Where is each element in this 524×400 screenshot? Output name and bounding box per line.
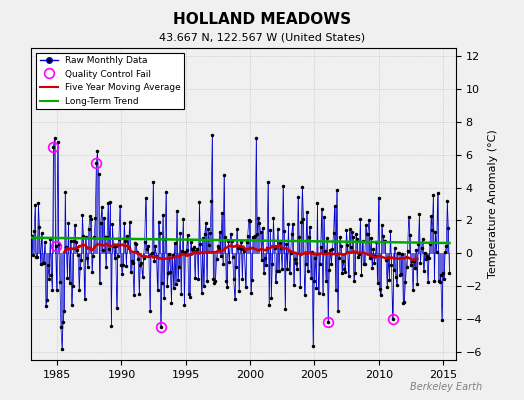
Text: Berkeley Earth: Berkeley Earth bbox=[410, 382, 482, 392]
Y-axis label: Temperature Anomaly (°C): Temperature Anomaly (°C) bbox=[488, 130, 498, 278]
Legend: Raw Monthly Data, Quality Control Fail, Five Year Moving Average, Long-Term Tren: Raw Monthly Data, Quality Control Fail, … bbox=[36, 52, 184, 109]
Text: HOLLAND MEADOWS: HOLLAND MEADOWS bbox=[173, 12, 351, 27]
Text: 43.667 N, 122.567 W (United States): 43.667 N, 122.567 W (United States) bbox=[159, 32, 365, 42]
